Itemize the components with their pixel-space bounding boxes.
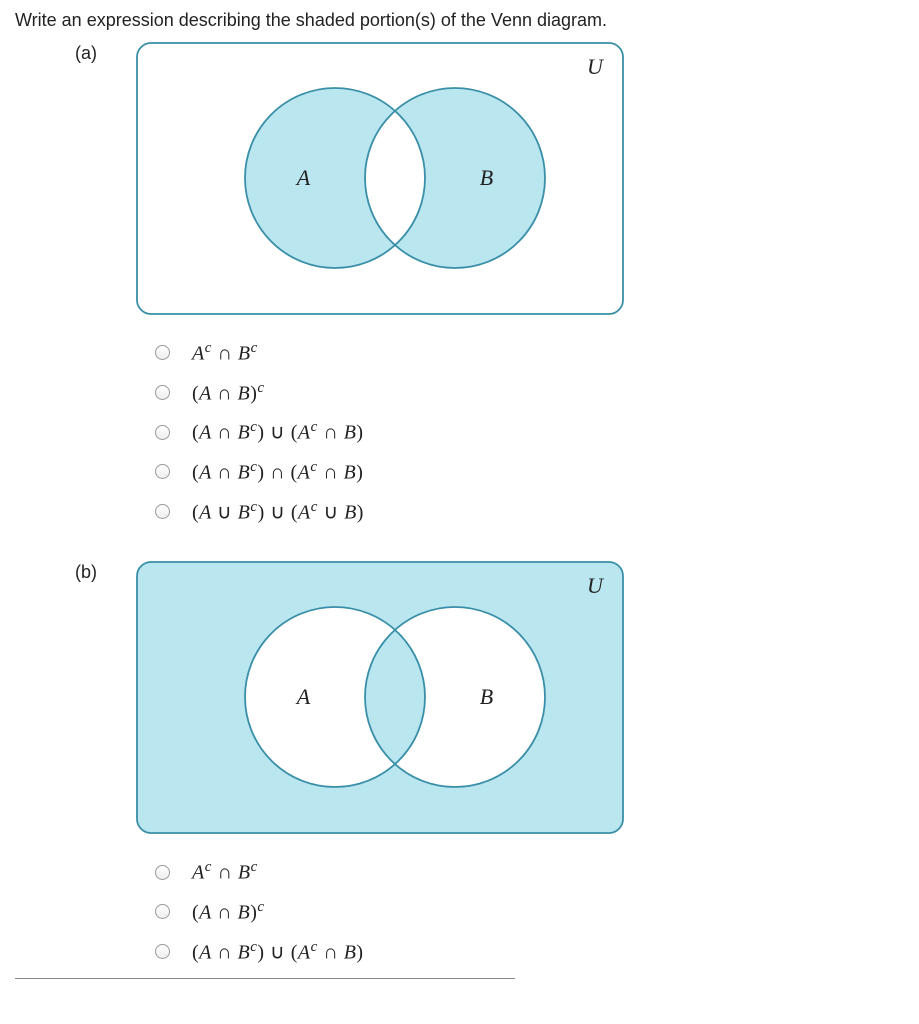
- options-a: Ac ∩ Bc (A ∩ B)c (A ∩ Bc) ∪ (Ac ∩ B) (A ∩ B…: [155, 340, 904, 524]
- bottom-rule: [15, 978, 515, 979]
- radio-button[interactable]: [155, 464, 170, 479]
- option-expression: Ac ∩ Bc: [192, 340, 258, 366]
- options-b: Ac ∩ Bc (A ∩ B)c (A ∩ Bc) ∪ (Ac ∩ B): [155, 859, 904, 964]
- option-a-1[interactable]: (A ∩ B)c: [155, 380, 904, 406]
- svg-text:A: A: [295, 684, 311, 709]
- venn-a: A B U: [135, 41, 625, 316]
- radio-button[interactable]: [155, 904, 170, 919]
- option-a-0[interactable]: Ac ∩ Bc: [155, 340, 904, 366]
- svg-text:U: U: [587, 54, 605, 79]
- part-a: (a) A B U: [75, 41, 904, 316]
- radio-button[interactable]: [155, 345, 170, 360]
- svg-text:B: B: [480, 165, 493, 190]
- option-b-2[interactable]: (A ∩ Bc) ∪ (Ac ∩ B): [155, 939, 904, 965]
- option-a-4[interactable]: (A ∪ Bc) ∪ (Ac ∪ B): [155, 499, 904, 525]
- option-expression: (A ∩ Bc) ∪ (Ac ∩ B): [192, 939, 364, 965]
- radio-button[interactable]: [155, 865, 170, 880]
- part-b: (b) A B U: [75, 560, 904, 835]
- option-expression: (A ∩ B)c: [192, 899, 265, 925]
- svg-text:U: U: [587, 573, 605, 598]
- svg-text:B: B: [480, 684, 493, 709]
- option-a-2[interactable]: (A ∩ Bc) ∪ (Ac ∩ B): [155, 419, 904, 445]
- part-b-label: (b): [75, 560, 135, 583]
- part-a-label: (a): [75, 41, 135, 64]
- option-expression: (A ∩ Bc) ∪ (Ac ∩ B): [192, 419, 364, 445]
- option-expression: (A ∩ B)c: [192, 380, 265, 406]
- radio-button[interactable]: [155, 504, 170, 519]
- option-b-0[interactable]: Ac ∩ Bc: [155, 859, 904, 885]
- option-expression: (A ∪ Bc) ∪ (Ac ∪ B): [192, 499, 364, 525]
- option-a-3[interactable]: (A ∩ Bc) ∩ (Ac ∩ B): [155, 459, 904, 485]
- venn-b: A B U: [135, 560, 625, 835]
- option-expression: Ac ∩ Bc: [192, 859, 258, 885]
- radio-button[interactable]: [155, 385, 170, 400]
- option-b-1[interactable]: (A ∩ B)c: [155, 899, 904, 925]
- svg-text:A: A: [295, 165, 311, 190]
- option-expression: (A ∩ Bc) ∩ (Ac ∩ B): [192, 459, 363, 485]
- radio-button[interactable]: [155, 425, 170, 440]
- question-text: Write an expression describing the shade…: [15, 10, 904, 31]
- radio-button[interactable]: [155, 944, 170, 959]
